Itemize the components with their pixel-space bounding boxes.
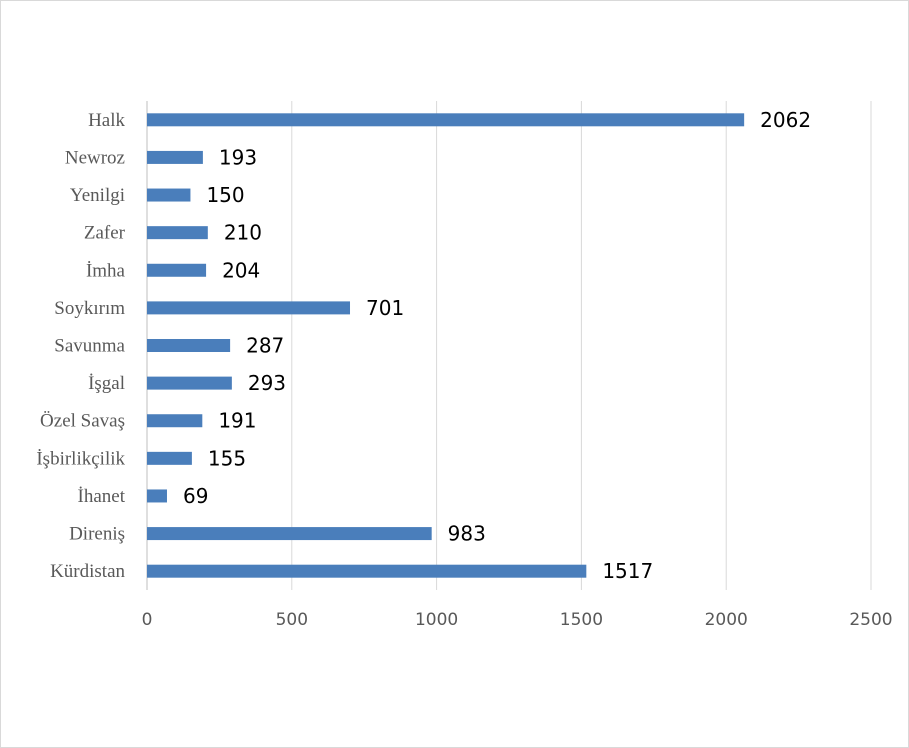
category-label: Kürdistan	[50, 561, 125, 582]
category-label: İşgal	[88, 373, 125, 394]
x-tick-label: 2500	[849, 610, 892, 630]
data-label: 150	[206, 183, 244, 207]
x-tick-label: 2000	[705, 610, 748, 630]
gridlines	[146, 101, 872, 590]
x-axis-tick-labels: 0 500 1000 1500 2000 2500	[142, 610, 893, 630]
bar	[147, 150, 203, 164]
bar	[147, 489, 167, 503]
bar	[147, 301, 351, 315]
data-label: 69	[183, 484, 208, 508]
bar	[147, 188, 191, 202]
bar	[147, 451, 192, 465]
data-label: 287	[246, 334, 284, 358]
bar	[147, 527, 432, 541]
data-label: 204	[222, 258, 260, 282]
category-label: İhanet	[78, 486, 126, 507]
bar	[147, 263, 207, 277]
category-label: İmha	[86, 260, 126, 281]
category-label: İşbirlikçilik	[36, 448, 125, 469]
bar	[147, 113, 745, 127]
data-label: 983	[448, 522, 486, 546]
x-tick-label: 500	[276, 610, 308, 630]
data-label: 193	[219, 145, 257, 169]
data-label: 191	[218, 409, 256, 433]
data-label: 1517	[602, 559, 653, 583]
bar	[147, 226, 208, 240]
category-label: Newroz	[65, 147, 125, 168]
data-label: 293	[248, 371, 286, 395]
x-tick-label: 0	[142, 610, 153, 630]
category-label: Halk	[88, 110, 125, 131]
category-label: Direniş	[69, 524, 125, 545]
data-label: 155	[208, 446, 246, 470]
data-label: 210	[224, 221, 262, 245]
bar	[147, 339, 231, 352]
bar	[147, 414, 203, 428]
category-label: Savunma	[54, 336, 125, 357]
bar	[147, 376, 232, 390]
category-label: Yenilgi	[70, 185, 125, 206]
category-label: Soykırım	[54, 298, 125, 319]
x-tick-label: 1500	[560, 610, 603, 630]
bar	[147, 564, 587, 578]
x-tick-label: 1000	[415, 610, 458, 630]
data-label: 2062	[760, 108, 811, 132]
category-label: Özel Savaş	[40, 411, 125, 432]
category-label: Zafer	[84, 223, 126, 244]
category-labels: Halk Newroz Yenilgi Zafer İmha Soykırım Savunm…	[36, 110, 125, 582]
bars	[147, 113, 745, 578]
data-label: 701	[366, 296, 404, 320]
